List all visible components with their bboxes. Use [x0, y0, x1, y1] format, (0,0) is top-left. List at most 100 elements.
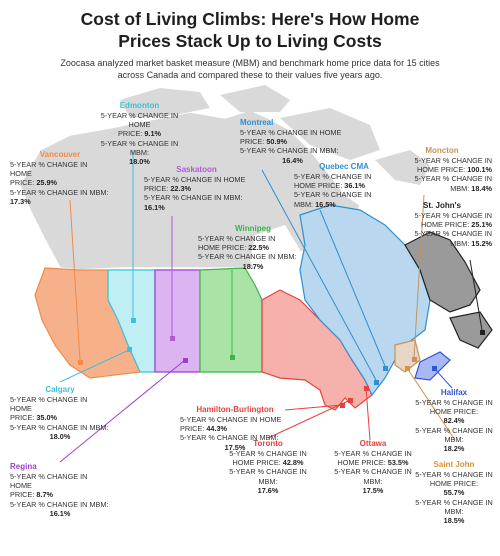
montreal-name: Montreal — [240, 118, 274, 127]
arctic-island-2 — [220, 85, 290, 112]
ottawa-leader — [365, 387, 371, 441]
saintjohn-label: Saint John 5-YEAR % CHANGE IN HOME PRICE… — [410, 460, 498, 525]
saintjohn-home-price: 55.7% — [443, 488, 465, 498]
vancouver-leader — [69, 199, 81, 361]
quebec-home-price-label: HOME PRICE: — [294, 181, 343, 191]
hamilton-mbm: 17.5% — [224, 442, 246, 452]
winnipeg-home-price: 22.5% — [248, 243, 269, 253]
vancouver-name: Vancouver — [39, 150, 81, 159]
winnipeg-change-in: 5-YEAR % CHANGE IN — [198, 234, 276, 243]
regina-price-label: PRICE: — [10, 490, 35, 500]
ontario — [261, 289, 373, 411]
regina-home-price: 8.7% — [36, 490, 53, 500]
saskatoon-change-home: 5-YEAR % CHANGE IN HOME — [144, 175, 246, 184]
calgary-change-home: 5-YEAR % CHANGE IN HOME — [10, 395, 88, 414]
toronto-mbm-label: MBM: — [258, 476, 278, 486]
toronto-label: Toronto 5-YEAR % CHANGE IN HOME PRICE: 4… — [220, 439, 316, 495]
hamilton-label: Hamilton-Burlington 5-YEAR % CHANGE IN H… — [180, 405, 290, 452]
calgary-name: Calgary — [45, 385, 75, 394]
halifax-leader — [433, 367, 453, 389]
regina-name: Regina — [10, 462, 37, 471]
montreal-change-home: 5-YEAR % CHANGE IN HOME — [240, 128, 342, 137]
quebec-label: Quebec CMA 5-YEAR % CHANGE IN HOME PRICE… — [294, 162, 394, 209]
ottawa-change-in-2: 5-YEAR % CHANGE IN — [334, 467, 412, 477]
saskatoon-price-label: PRICE: — [144, 184, 169, 194]
saskatchewan — [154, 269, 201, 373]
edmonton-mbm: 18.0% — [129, 157, 150, 167]
vancouver-mbm: 17.3% — [10, 196, 31, 206]
vancouver-change-home: 5-YEAR % CHANGE IN HOME — [10, 160, 88, 179]
regina-change-home: 5-YEAR % CHANGE IN HOME — [10, 472, 88, 491]
toronto-marker — [348, 398, 353, 403]
saintjohn-mbm-label: MBM: — [444, 506, 464, 516]
saskatoon-marker — [170, 336, 175, 341]
stjohns-mbm-label: MBM: — [450, 238, 470, 248]
ottawa-name: Ottawa — [359, 439, 387, 448]
hamilton-home-price: 44.3% — [206, 424, 228, 434]
hamilton-leader — [284, 404, 343, 411]
winnipeg-mbm: 18.7% — [242, 261, 264, 271]
stjohns-leader — [469, 259, 483, 331]
vancouver-marker — [78, 360, 83, 365]
vancouver-price-label: PRICE: — [10, 178, 35, 188]
montreal-marker — [374, 380, 379, 385]
saintjohn-name: Saint John — [433, 460, 475, 469]
hamilton-marker — [340, 403, 345, 408]
saintjohn-mbm: 18.5% — [443, 516, 465, 526]
calgary-marker — [127, 347, 132, 352]
winnipeg-home-price-label: HOME PRICE: — [198, 243, 247, 253]
ottawa-home-price: 53.5% — [387, 458, 409, 468]
arctic-island-4 — [375, 150, 430, 185]
stjohns-name: St. John's — [423, 201, 461, 210]
arctic-island-1 — [120, 88, 210, 118]
montreal-change-mbm: 5-YEAR % CHANGE IN MBM: — [240, 146, 339, 156]
stjohns-mbm: 15.2% — [471, 238, 492, 248]
stjohns-label: St. John's 5-YEAR % CHANGE IN HOME PRICE… — [392, 201, 492, 248]
hudson-bay — [250, 225, 305, 285]
ottawa-label: Ottawa 5-YEAR % CHANGE IN HOME PRICE: 53… — [325, 439, 421, 495]
halifax-mbm: 18.2% — [443, 444, 465, 454]
montreal-mbm: 16.4% — [282, 155, 303, 165]
toronto-mbm: 17.6% — [257, 485, 279, 495]
edmonton-marker — [131, 318, 136, 323]
subtitle-line-2: across Canada and compared these to thei… — [117, 70, 383, 80]
subtitle-line-1: Zoocasa analyzed market basket measure (… — [60, 58, 440, 68]
halifax-mbm-label: MBM: — [444, 434, 464, 444]
vancouver-label: Vancouver 5-YEAR % CHANGE IN HOME PRICE:… — [10, 150, 110, 206]
halifax-change-in-2: 5-YEAR % CHANGE IN — [415, 425, 493, 435]
quebec-change-in: 5-YEAR % CHANGE IN — [294, 172, 372, 181]
quebec-home-price: 36.1% — [344, 181, 365, 191]
calgary-mbm: 18.0% — [49, 431, 71, 441]
moncton-marker — [412, 357, 417, 362]
saintjohn-change-in-2: 5-YEAR % CHANGE IN — [415, 497, 493, 507]
regina-leader — [59, 359, 186, 463]
calgary-change-mbm: 5-YEAR % CHANGE IN MBM: — [10, 422, 109, 432]
halifax-label: Halifax 5-YEAR % CHANGE IN HOME PRICE: 8… — [410, 388, 498, 453]
halifax-home-price: 82.4% — [443, 416, 465, 426]
toronto-home-price-label: HOME PRICE: — [232, 458, 281, 468]
edmonton-change-mbm: 5-YEAR % CHANGE IN MBM: — [100, 138, 179, 157]
winnipeg-marker — [230, 355, 235, 360]
saskatoon-mbm: 16.1% — [144, 202, 165, 212]
vancouver-home-price: 25.9% — [36, 178, 58, 188]
newfoundland-island — [449, 311, 493, 349]
toronto-change-in-2: 5-YEAR % CHANGE IN — [229, 467, 307, 477]
arctic-island-3 — [280, 108, 380, 160]
title-line-1: Cost of Living Climbs: Here's How Home — [80, 9, 420, 29]
montreal-leader — [261, 169, 377, 381]
winnipeg-change-mbm: 5-YEAR % CHANGE IN MBM: — [198, 252, 297, 262]
hamilton-change-mbm: 5-YEAR % CHANGE IN MBM: — [180, 433, 279, 443]
toronto-change-in: 5-YEAR % CHANGE IN — [229, 449, 307, 458]
moncton-home-price: 100.1% — [467, 165, 492, 175]
stjohns-marker — [480, 330, 485, 335]
regina-change-mbm: 5-YEAR % CHANGE IN MBM: — [10, 499, 109, 509]
labrador — [404, 231, 481, 313]
saskatoon-name: Saskatoon — [176, 165, 217, 174]
stjohns-home-price: 25.1% — [471, 220, 492, 230]
saskatoon-home-price: 22.3% — [170, 184, 192, 194]
saskatoon-change-mbm: 5-YEAR % CHANGE IN MBM: — [144, 193, 243, 203]
moncton-name: Moncton — [425, 146, 459, 155]
edmonton-change-home: 5-YEAR % CHANGE IN HOME — [100, 111, 179, 130]
montreal-home-price: 50.9% — [266, 137, 288, 147]
